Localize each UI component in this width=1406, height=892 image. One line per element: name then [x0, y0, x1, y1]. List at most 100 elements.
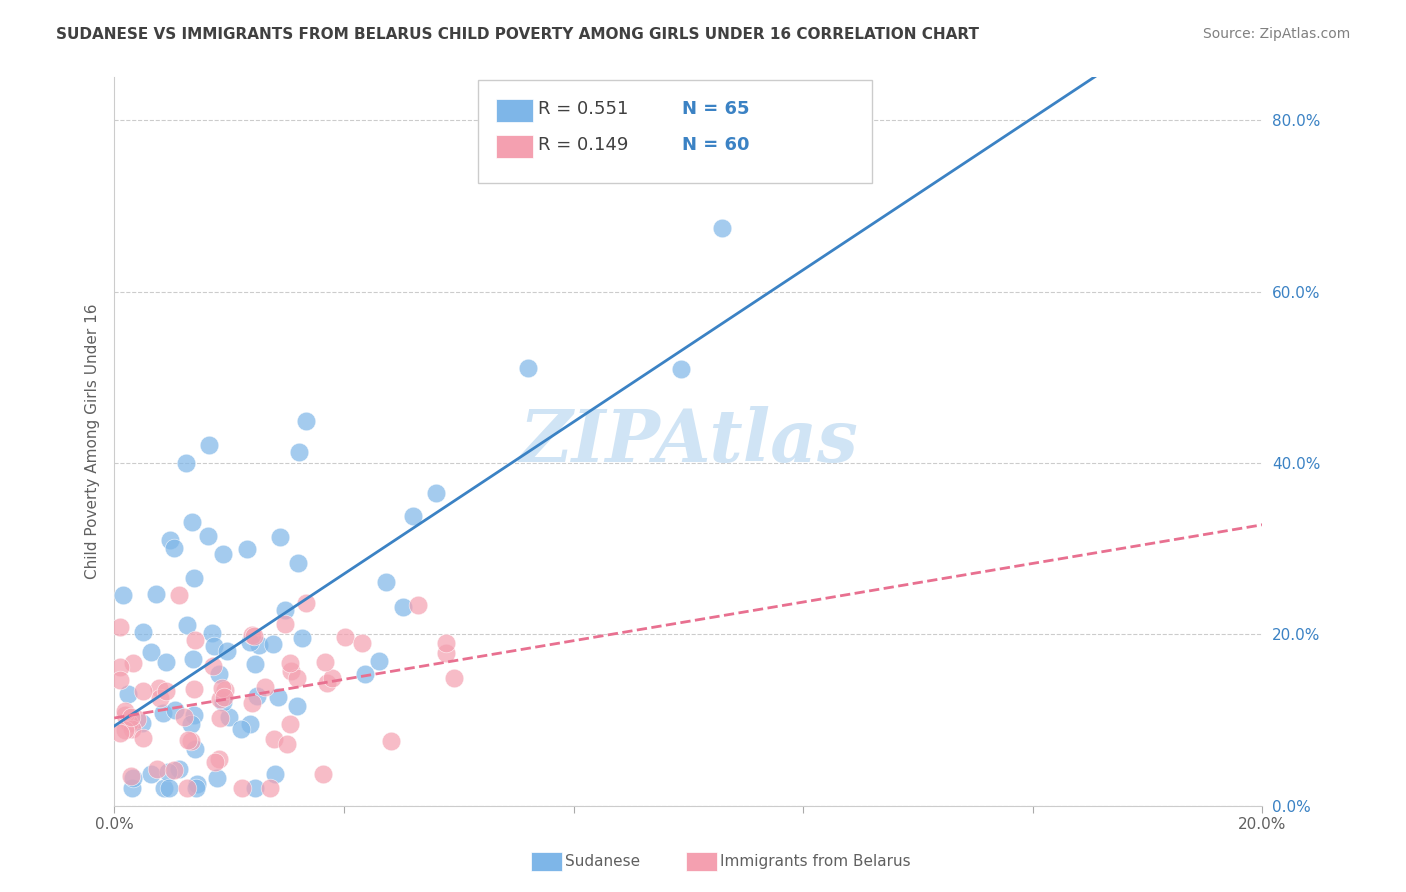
Point	[148, 681, 170, 695]
Point	[321, 671, 343, 685]
Point	[121, 723, 143, 737]
Point	[204, 755, 226, 769]
Point	[157, 781, 180, 796]
Point	[285, 671, 308, 685]
Point	[242, 629, 264, 643]
Point	[176, 781, 198, 796]
Point	[269, 530, 291, 544]
Point	[120, 710, 142, 724]
Point	[314, 656, 336, 670]
Point	[127, 712, 149, 726]
Point	[114, 704, 136, 718]
Y-axis label: Child Poverty Among Girls Under 16: Child Poverty Among Girls Under 16	[86, 304, 100, 579]
Point	[163, 541, 186, 556]
Point	[231, 781, 253, 796]
Point	[155, 684, 177, 698]
Point	[180, 734, 202, 748]
Point	[183, 682, 205, 697]
Text: R = 0.551: R = 0.551	[538, 100, 628, 118]
Point	[406, 598, 429, 612]
Point	[287, 556, 309, 570]
Point	[163, 703, 186, 717]
Point	[152, 706, 174, 720]
Point	[173, 709, 195, 723]
Point	[108, 726, 131, 740]
Point	[443, 671, 465, 685]
Point	[184, 632, 207, 647]
Text: SUDANESE VS IMMIGRANTS FROM BELARUS CHILD POVERTY AMONG GIRLS UNDER 16 CORRELATI: SUDANESE VS IMMIGRANTS FROM BELARUS CHIL…	[56, 27, 979, 42]
Point	[153, 781, 176, 796]
Point	[167, 763, 190, 777]
Point	[111, 588, 134, 602]
Text: ZIPAtlas: ZIPAtlas	[519, 406, 858, 477]
Point	[295, 596, 318, 610]
Point	[208, 667, 231, 681]
Point	[253, 680, 276, 694]
Point	[243, 657, 266, 672]
Point	[208, 692, 231, 706]
Point	[212, 547, 235, 561]
Point	[288, 445, 311, 459]
Point	[141, 644, 163, 658]
Point	[278, 717, 301, 731]
Point	[146, 762, 169, 776]
Point	[434, 636, 457, 650]
Point	[139, 767, 162, 781]
Point	[108, 660, 131, 674]
Point	[236, 542, 259, 557]
Point	[311, 767, 333, 781]
Text: R = 0.149: R = 0.149	[538, 136, 628, 154]
Point	[184, 781, 207, 796]
Point	[121, 771, 143, 785]
Point	[149, 691, 172, 706]
Point	[131, 684, 153, 698]
Point	[214, 690, 236, 705]
Point	[114, 708, 136, 723]
Point	[209, 711, 232, 725]
Point	[267, 690, 290, 705]
Point	[201, 659, 224, 673]
Point	[183, 571, 205, 585]
Point	[243, 781, 266, 796]
Point	[246, 689, 269, 703]
Point	[280, 664, 302, 678]
Point	[176, 733, 198, 747]
Point	[214, 682, 236, 697]
Point	[163, 763, 186, 777]
Point	[132, 625, 155, 640]
Point	[212, 695, 235, 709]
Text: N = 60: N = 60	[682, 136, 749, 154]
Point	[131, 715, 153, 730]
Point	[176, 618, 198, 632]
Point	[316, 676, 339, 690]
Point	[120, 769, 142, 783]
Text: Source: ZipAtlas.com: Source: ZipAtlas.com	[1202, 27, 1350, 41]
Point	[425, 485, 447, 500]
Point	[156, 765, 179, 780]
Point	[239, 635, 262, 649]
Point	[197, 529, 219, 543]
Point	[181, 652, 204, 666]
Point	[291, 631, 314, 645]
Point	[202, 639, 225, 653]
Point	[211, 681, 233, 695]
Point	[180, 515, 202, 529]
Point	[380, 733, 402, 747]
Text: Immigrants from Belarus: Immigrants from Belarus	[720, 855, 911, 869]
Point	[184, 741, 207, 756]
Point	[218, 710, 240, 724]
Point	[122, 656, 145, 670]
Point	[217, 644, 239, 658]
Point	[354, 667, 377, 681]
Point	[285, 699, 308, 714]
Point	[375, 574, 398, 589]
Point	[240, 696, 263, 710]
Point	[242, 627, 264, 641]
Point	[108, 673, 131, 687]
Point	[167, 588, 190, 602]
Point	[333, 630, 356, 644]
Point	[159, 533, 181, 547]
Point	[278, 657, 301, 671]
Point	[274, 603, 297, 617]
Point	[434, 646, 457, 660]
